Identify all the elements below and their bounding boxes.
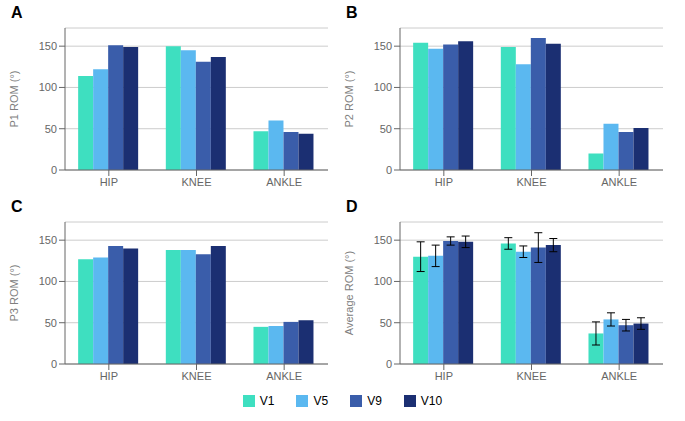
svg-text:ANKLE: ANKLE (601, 370, 637, 382)
svg-text:ANKLE: ANKLE (266, 176, 302, 188)
html-text:D: D (346, 198, 358, 215)
svg-text:100: 100 (374, 81, 392, 93)
html-text:A: A (11, 4, 23, 21)
svg-text:150: 150 (374, 234, 392, 246)
svg-text:Average ROM (°): Average ROM (°) (343, 251, 355, 335)
svg-text:HIP: HIP (435, 370, 453, 382)
svg-text:0: 0 (51, 164, 57, 176)
svg-text:50: 50 (380, 317, 392, 329)
svg-text:50: 50 (45, 123, 57, 135)
svg-text:150: 150 (374, 40, 392, 52)
svg-text:HIP: HIP (435, 176, 453, 188)
svg-text:KNEE: KNEE (182, 370, 212, 382)
html-text:V5: V5 (313, 394, 329, 408)
svg-text:P1 ROM (°): P1 ROM (°) (8, 71, 20, 128)
svg-text:ANKLE: ANKLE (266, 370, 302, 382)
svg-text:100: 100 (374, 275, 392, 287)
svg-text:0: 0 (51, 358, 57, 370)
svg-text:HIP: HIP (100, 176, 118, 188)
html-text:V10: V10 (420, 394, 443, 408)
svg-text:150: 150 (39, 40, 57, 52)
html-text:V1: V1 (259, 394, 275, 408)
svg-text:0: 0 (386, 164, 392, 176)
svg-text:50: 50 (380, 123, 392, 135)
svg-text:100: 100 (39, 275, 57, 287)
html-text:V9: V9 (367, 394, 382, 408)
svg-text:50: 50 (45, 317, 57, 329)
html-text:B: B (346, 4, 358, 21)
svg-text:0: 0 (386, 358, 392, 370)
svg-text:P2 ROM (°): P2 ROM (°) (343, 71, 355, 128)
svg-text:150: 150 (39, 234, 57, 246)
svg-text:P3 ROM (°): P3 ROM (°) (8, 265, 20, 322)
svg-text:ANKLE: ANKLE (601, 176, 637, 188)
svg-text:100: 100 (39, 81, 57, 93)
svg-text:HIP: HIP (100, 370, 118, 382)
svg-text:KNEE: KNEE (182, 176, 212, 188)
html-text:C: C (11, 198, 23, 215)
svg-text:KNEE: KNEE (517, 176, 547, 188)
svg-text:KNEE: KNEE (517, 370, 547, 382)
